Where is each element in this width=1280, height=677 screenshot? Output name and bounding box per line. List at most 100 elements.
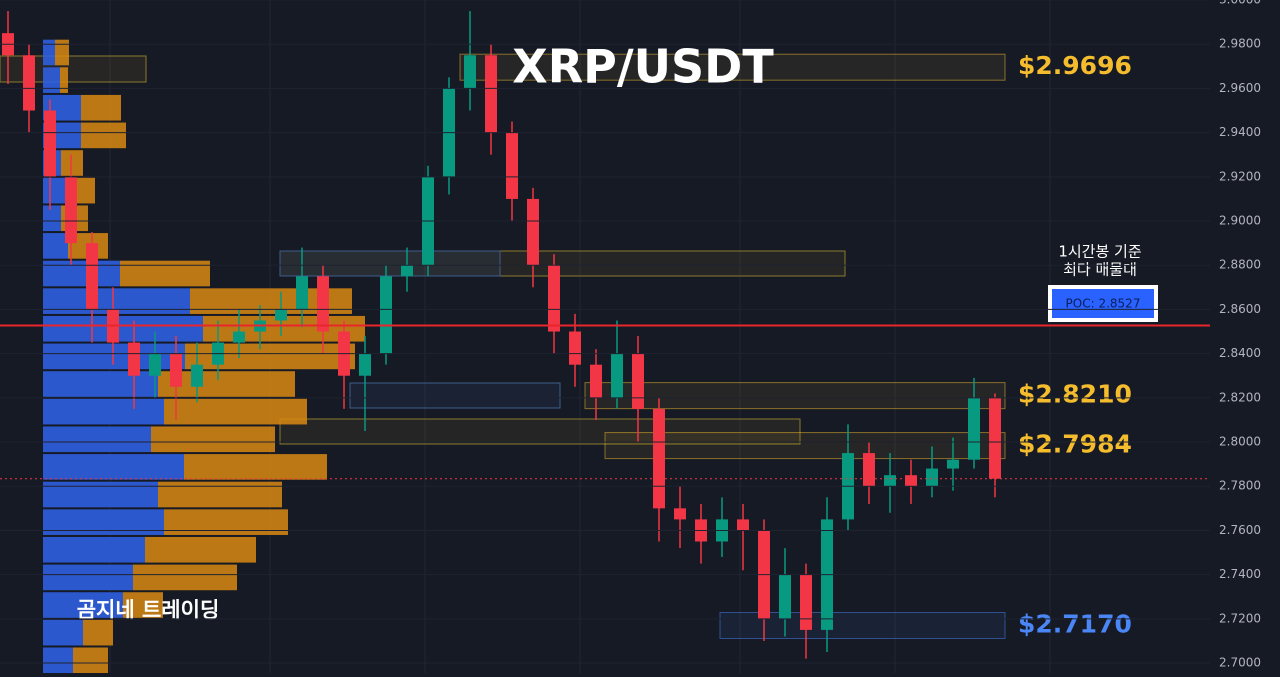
candle-body (65, 176, 77, 244)
y-tick-label: 2.9200 (1219, 169, 1261, 183)
candle-body (23, 55, 35, 111)
profile-sell (133, 564, 237, 591)
profile-buy (43, 177, 68, 204)
candle-body (737, 519, 749, 531)
profile-sell (123, 592, 163, 618)
profile-buy (43, 315, 203, 342)
candle-body (863, 453, 875, 487)
candle-body (401, 265, 413, 277)
y-tick-label: 2.7600 (1219, 523, 1261, 537)
candle-body (464, 55, 476, 89)
profile-buy (43, 398, 164, 425)
level-zone (604, 432, 1006, 460)
profile-sell (55, 39, 69, 66)
profile-sell (164, 509, 288, 535)
profile-buy (43, 371, 158, 397)
poc-label: POC: 2.8527 (1066, 297, 1141, 311)
candle-body (884, 475, 896, 487)
y-tick-label: 2.8200 (1219, 390, 1261, 404)
y-tick-label: 2.7200 (1219, 611, 1261, 625)
profile-buy (43, 564, 133, 591)
candle-body (800, 574, 812, 630)
overlays: $2.9696 $2.8210 $2.7984 $2.7170 POC: 2.8527 2… (0, 51, 1270, 638)
profile-buy (43, 592, 123, 618)
y-tick-label: 2.8800 (1219, 258, 1261, 272)
profile-buy (43, 233, 68, 259)
profile-buy (43, 67, 60, 93)
profile-buy (43, 481, 158, 508)
annotation: 최다 매물대 (1063, 261, 1137, 279)
annotation: 1시간봉 기준 (1058, 243, 1142, 261)
candle-body (44, 110, 56, 177)
profile-buy (43, 454, 184, 480)
candle-body (296, 276, 308, 310)
candle-body (590, 364, 602, 398)
profile-buy (43, 343, 185, 370)
poc-box (1052, 289, 1154, 318)
candle-body (611, 353, 623, 398)
candle-body (968, 397, 980, 460)
chart-title: XRP/USDT (512, 40, 774, 94)
y-tick-label: 2.7000 (1219, 656, 1261, 670)
profile-sell (184, 454, 327, 480)
y-tick-label: 2.9600 (1219, 81, 1261, 95)
profile-buy (43, 619, 83, 646)
profile-buy (43, 536, 145, 563)
y-tick-label: 2.8600 (1219, 302, 1261, 316)
profile-sell (158, 481, 282, 508)
y-tick-label: 2.9400 (1219, 125, 1261, 139)
candle-body (317, 276, 329, 332)
level-label: $2.7170 (1018, 609, 1132, 638)
candle-body (380, 276, 392, 354)
profile-buy (43, 39, 55, 66)
level-label: $2.8210 (1018, 380, 1132, 409)
price-axis (1210, 0, 1280, 673)
candle-body (569, 331, 581, 365)
profile-buy (43, 647, 73, 674)
profile-sell (60, 67, 68, 93)
candle-body (485, 55, 497, 133)
profile-sell (61, 150, 83, 176)
candle-body (86, 243, 98, 310)
profile-buy (43, 260, 120, 287)
y-tick-label: 3.0000 (1219, 0, 1261, 7)
candle-body (275, 309, 287, 321)
profile-sell (81, 94, 121, 121)
candle-body (359, 353, 371, 376)
candle-body (506, 132, 518, 199)
profile-buy (43, 509, 164, 535)
level-zone (719, 611, 1006, 639)
candle-body (779, 574, 791, 619)
level-zone (459, 53, 1006, 81)
candle-body (926, 468, 938, 487)
candle-body (128, 342, 140, 376)
candle-body (989, 397, 1001, 479)
profile-sell (151, 426, 275, 453)
profile-sell (120, 260, 210, 287)
candle-body (905, 475, 917, 487)
profile-sell (83, 619, 113, 646)
level-zone (584, 382, 1006, 410)
level-label: $2.7984 (1018, 430, 1132, 459)
y-tick-label: 2.7400 (1219, 567, 1261, 581)
profile-sell (185, 343, 355, 370)
candle-body (632, 353, 644, 409)
profile-sell (73, 647, 108, 674)
candle-body (170, 353, 182, 387)
y-tick-label: 2.7800 (1219, 479, 1261, 493)
candle-body (674, 508, 686, 520)
candle-body (653, 408, 665, 509)
watermark: 곰지네 트레이딩 (77, 598, 220, 622)
profile-buy (43, 426, 151, 453)
candle-body (947, 459, 959, 469)
candle-body (233, 331, 245, 343)
y-tick-label: 2.8000 (1219, 435, 1261, 449)
y-tick-label: 2.9000 (1219, 214, 1261, 228)
profile-sell (81, 122, 126, 149)
y-tick-label: 2.8400 (1219, 346, 1261, 360)
candle-body (527, 198, 539, 266)
profile-buy (43, 205, 61, 232)
candle-body (191, 364, 203, 387)
